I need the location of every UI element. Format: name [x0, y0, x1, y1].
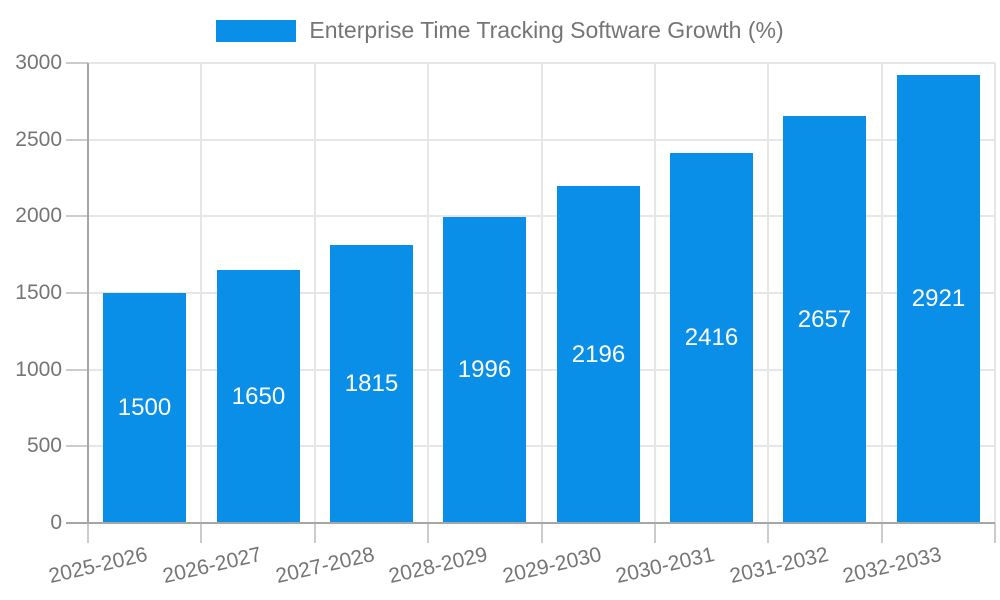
x-axis-tick	[994, 523, 996, 543]
gridline-vertical	[313, 63, 316, 523]
y-tick-label: 2500	[15, 127, 62, 151]
gridline-vertical	[427, 63, 430, 523]
bar: 2196	[557, 186, 640, 523]
x-tick-label: 2028-2029	[386, 543, 490, 589]
bar-value-label: 2657	[797, 305, 852, 333]
x-axis-tick	[200, 523, 203, 543]
bar: 1815	[330, 245, 413, 523]
bar-value-label: 1650	[231, 382, 286, 410]
gridline-vertical	[880, 63, 883, 523]
bar: 2657	[783, 116, 866, 523]
gridline-vertical	[653, 63, 656, 523]
bar: 1996	[443, 217, 526, 523]
y-tick-label: 2000	[15, 204, 62, 228]
y-axis-tick	[66, 62, 88, 64]
bar: 2416	[670, 153, 753, 523]
x-axis-tick	[313, 523, 316, 543]
gridline-vertical	[767, 63, 770, 523]
x-axis-tick	[767, 523, 770, 543]
bar-value-label: 2921	[911, 285, 966, 312]
y-axis-tick	[66, 215, 88, 218]
gridline-vertical	[994, 63, 996, 523]
bar: 1500	[103, 293, 186, 523]
y-axis-tick	[66, 445, 88, 448]
y-tick-label: 500	[26, 434, 62, 458]
y-axis-tick	[66, 368, 88, 371]
x-axis-tick	[540, 523, 543, 543]
legend-swatch	[216, 19, 297, 42]
x-axis-tick	[880, 523, 883, 543]
gridline-vertical	[200, 63, 203, 523]
y-axis-line	[87, 63, 89, 523]
bar: 2921	[897, 75, 980, 523]
y-axis-tick	[66, 292, 88, 294]
y-tick-label: 0	[50, 511, 62, 534]
x-tick-label: 2025-2026	[46, 543, 150, 589]
bar-value-label: 1500	[117, 394, 172, 421]
y-tick-label: 1000	[15, 357, 62, 381]
x-axis-line	[66, 522, 995, 524]
bar-value-label: 1996	[457, 356, 512, 383]
x-tick-label: 2027-2028	[273, 543, 377, 589]
x-axis-tick	[653, 523, 656, 543]
y-tick-label: 3000	[15, 51, 62, 74]
bar-value-label: 1815	[344, 370, 399, 397]
x-tick-label: 2029-2030	[500, 543, 604, 589]
x-tick-label: 2031-2032	[727, 543, 831, 589]
x-axis-tick	[427, 523, 430, 543]
x-tick-label: 2026-2027	[160, 543, 264, 589]
bar-value-label: 2416	[684, 324, 739, 351]
bar-value-label: 2196	[571, 340, 626, 368]
y-axis-tick	[66, 138, 88, 141]
x-tick-label: 2032-2033	[840, 543, 944, 589]
legend-label: Enterprise Time Tracking Software Growth…	[309, 17, 784, 43]
bar: 1650	[217, 270, 300, 523]
y-tick-label: 1500	[15, 281, 62, 304]
gridline-vertical	[540, 63, 543, 523]
x-axis-tick	[87, 523, 89, 543]
x-tick-label: 2030-2031	[613, 543, 717, 589]
legend: Enterprise Time Tracking Software Growth…	[0, 17, 1000, 44]
